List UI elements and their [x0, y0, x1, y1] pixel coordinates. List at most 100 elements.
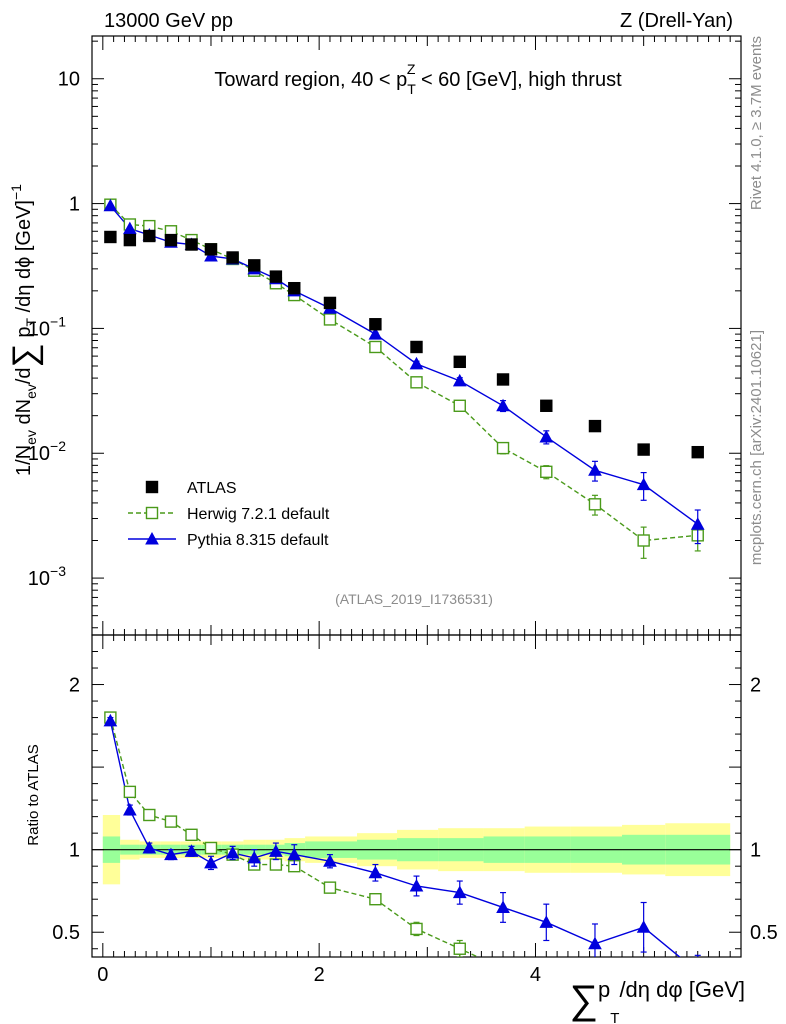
- atlas-point: [540, 399, 553, 412]
- mcplots-label: mcplots.cern.ch [arXiv:2401.10621]: [748, 330, 765, 565]
- pythia-ratio-point: [247, 850, 262, 864]
- main-plot: 10−3 10−2 10−1 1 10: [28, 35, 742, 636]
- plot-title-sub: T: [407, 81, 416, 97]
- atlas-point: [226, 251, 239, 264]
- pythia-point: [409, 356, 424, 370]
- legend-label: Pythia 8.315 default: [187, 532, 329, 549]
- atlas-point: [323, 296, 337, 310]
- header-right: Z (Drell-Yan): [620, 10, 733, 32]
- atlas-point: [185, 238, 198, 251]
- pythia-ratio-point: [164, 847, 178, 861]
- main-y-tick-label: 10: [58, 69, 80, 91]
- herwig-ratio-point: [143, 808, 156, 822]
- pythia-ratio-point: [539, 915, 554, 928]
- ratio-y-tick-label-right: 1: [750, 840, 761, 862]
- atlas-point: [204, 243, 218, 256]
- atlas-point: [123, 233, 137, 247]
- pythia-point: [690, 517, 705, 530]
- x-axis-label-sub: T: [610, 1010, 619, 1024]
- x-axis-label: ∑pT/dη dφ [GeV]: [570, 977, 746, 1024]
- atlas-point: [104, 230, 117, 244]
- pythia-ratio-point: [692, 966, 704, 977]
- main-y-tick-exponent: −1: [50, 313, 66, 329]
- atlas-point: [691, 445, 704, 459]
- main-y-tick-label: 10−2: [28, 438, 66, 465]
- atlas-point: [637, 443, 650, 456]
- x-axis-label-post: /dη dφ [GeV]: [619, 977, 745, 1002]
- herwig-ratio-point: [185, 828, 198, 842]
- herwig-point: [453, 399, 466, 412]
- herwig-point: [540, 465, 553, 479]
- pythia-ratio-point: [103, 713, 118, 727]
- pythia-ratio-point: [588, 936, 602, 950]
- herwig-ratio-point: [269, 858, 283, 871]
- herwig-ratio-point: [410, 922, 423, 936]
- pythia-point: [103, 198, 118, 212]
- legend-label: Herwig 7.2.1 default: [187, 506, 330, 523]
- pythia-ratio-point: [204, 855, 218, 869]
- rivet-label: Rivet 4.1.0, ≥ 3.7M events: [748, 36, 765, 210]
- x-axis-label-p: p: [598, 977, 610, 1002]
- herwig-point: [369, 340, 382, 354]
- pythia-point: [496, 398, 510, 412]
- atlas-point: [164, 233, 178, 247]
- x-tick-label: 2: [314, 964, 325, 986]
- pythia-point: [123, 221, 137, 235]
- main-y-tick-label: 1: [69, 194, 80, 216]
- atlas-point: [288, 281, 301, 295]
- legend-pythia-marker: [145, 531, 159, 545]
- pythia-ratio-point: [452, 885, 467, 899]
- pythia-point: [204, 248, 218, 262]
- pythia-point: [452, 373, 467, 387]
- ratio-ylabel: Ratio to ATLAS: [25, 744, 42, 845]
- legend-atlas-marker: [145, 480, 159, 494]
- pythia-ratio-point: [636, 920, 651, 933]
- pythia-ratio-point: [142, 840, 157, 854]
- pythia-ratio-point: [225, 845, 240, 859]
- pythia-ratio-point: [269, 844, 283, 857]
- herwig-ratio-point: [164, 815, 178, 828]
- ratio-series: [103, 711, 704, 977]
- herwig-point: [496, 441, 510, 455]
- analysis-tag: (ATLAS_2019_I1736531): [335, 591, 493, 607]
- herwig-ratio-point: [498, 963, 509, 974]
- main-y-tick-label: 10−1: [28, 313, 66, 340]
- ratio-plot: 0 2 4 0.5 0.5 1 1 2 2: [52, 634, 778, 986]
- herwig-point: [588, 498, 602, 511]
- herwig-ratio-point: [453, 942, 466, 955]
- pythia-point: [368, 327, 383, 340]
- ratio-y-tick-label: 1: [69, 840, 80, 862]
- plot-title-post: < 60 [GeV], high thrust: [415, 69, 622, 91]
- main-y-tick-exponent: −3: [50, 563, 66, 579]
- plot-title-sup: Z: [407, 61, 416, 77]
- main-y-tick-label: 10−3: [28, 563, 66, 590]
- main-y-tick-exponent: −2: [50, 438, 66, 454]
- herwig-ratio-point: [369, 893, 382, 906]
- herwig-point: [637, 534, 650, 547]
- herwig-ratio-point: [323, 881, 337, 894]
- pythia-ratio-point: [323, 854, 337, 867]
- herwig-point: [410, 376, 423, 389]
- atlas-point: [269, 270, 283, 283]
- atlas-point: [410, 340, 423, 354]
- legend-label: ATLAS: [187, 480, 237, 497]
- x-tick-label: 0: [97, 964, 108, 986]
- atlas-point: [143, 229, 156, 243]
- x-tick-label: 4: [530, 964, 541, 986]
- pythia-ratio-point: [287, 847, 302, 861]
- atlas-point: [248, 259, 261, 272]
- ratio-y-tick-label: 0.5: [52, 922, 80, 944]
- atlas-point: [453, 355, 466, 369]
- atlas-point: [369, 318, 382, 331]
- herwig-ratio-point: [123, 785, 137, 799]
- header-left: 13000 GeV pp: [104, 10, 233, 32]
- ratio-y-tick-label-right: 0.5: [750, 922, 778, 944]
- atlas-point: [496, 373, 510, 386]
- pythia-ratio-point: [496, 900, 510, 913]
- ratio-y-tick-label-right: 2: [750, 675, 761, 697]
- x-axis-label-sum: ∑: [570, 978, 599, 1022]
- plot-title: Toward region, 40 < pTZ < 60 [GeV], high…: [214, 61, 622, 97]
- plot-title-pre: Toward region, 40 < p: [214, 69, 407, 91]
- atlas-point: [588, 419, 602, 433]
